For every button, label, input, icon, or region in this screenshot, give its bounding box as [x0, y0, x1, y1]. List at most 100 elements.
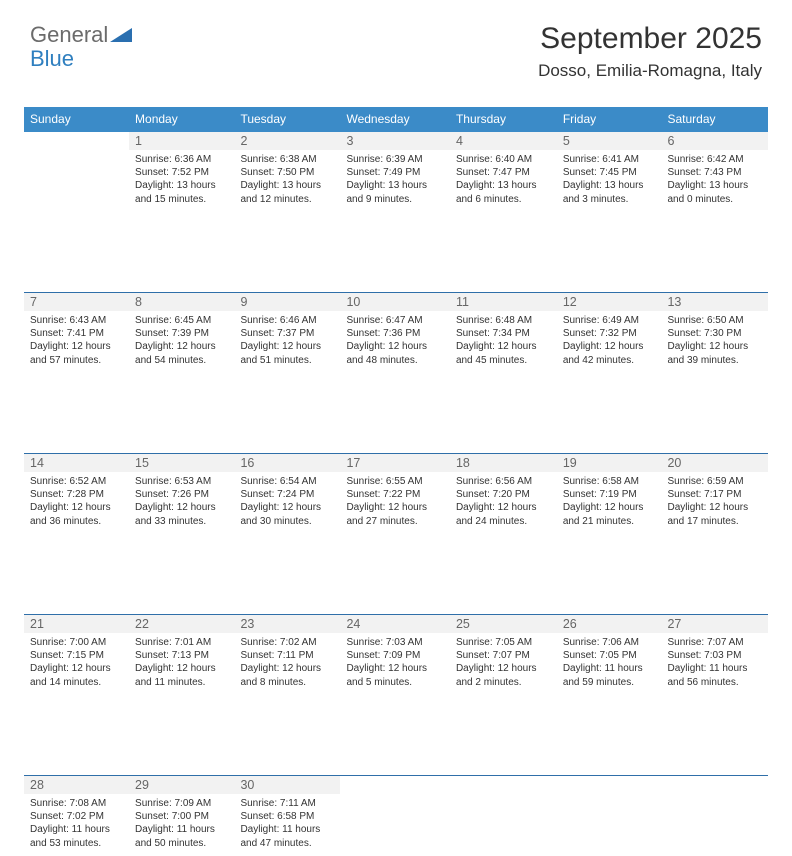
- row-separator: [24, 534, 768, 615]
- calendar-cell: 5Sunrise: 6:41 AMSunset: 7:45 PMDaylight…: [557, 132, 662, 212]
- calendar-cell: 10Sunrise: 6:47 AMSunset: 7:36 PMDayligh…: [340, 293, 449, 374]
- day-info: Sunrise: 6:40 AMSunset: 7:47 PMDaylight:…: [450, 150, 557, 208]
- calendar-cell: 2Sunrise: 6:38 AMSunset: 7:50 PMDaylight…: [234, 132, 340, 212]
- row-separator: [24, 695, 768, 776]
- day-info: Sunrise: 6:59 AMSunset: 7:17 PMDaylight:…: [661, 472, 768, 530]
- calendar-cell: 12Sunrise: 6:49 AMSunset: 7:32 PMDayligh…: [557, 293, 662, 374]
- calendar-cell: 29Sunrise: 7:09 AMSunset: 7:00 PMDayligh…: [129, 776, 234, 856]
- day-info: Sunrise: 6:56 AMSunset: 7:20 PMDaylight:…: [450, 472, 557, 530]
- day-number: 14: [24, 454, 129, 472]
- day-info: Sunrise: 7:02 AMSunset: 7:11 PMDaylight:…: [234, 633, 340, 691]
- page-title: September 2025: [538, 22, 762, 55]
- row-separator: [24, 373, 768, 454]
- day-number: 21: [24, 615, 129, 633]
- calendar-row: 7Sunrise: 6:43 AMSunset: 7:41 PMDaylight…: [24, 293, 768, 374]
- day-info: Sunrise: 6:38 AMSunset: 7:50 PMDaylight:…: [234, 150, 340, 208]
- calendar-cell: 24Sunrise: 7:03 AMSunset: 7:09 PMDayligh…: [340, 615, 449, 696]
- day-number: 5: [557, 132, 662, 150]
- weekday-header: Wednesday: [340, 107, 449, 132]
- calendar-cell: 20Sunrise: 6:59 AMSunset: 7:17 PMDayligh…: [661, 454, 768, 535]
- day-number: 18: [450, 454, 557, 472]
- day-info: Sunrise: 6:48 AMSunset: 7:34 PMDaylight:…: [450, 311, 557, 369]
- brand-part2: Blue: [30, 46, 74, 71]
- calendar-cell: 15Sunrise: 6:53 AMSunset: 7:26 PMDayligh…: [129, 454, 234, 535]
- calendar-cell: 28Sunrise: 7:08 AMSunset: 7:02 PMDayligh…: [24, 776, 129, 856]
- day-info: Sunrise: 7:08 AMSunset: 7:02 PMDaylight:…: [24, 794, 129, 852]
- day-info: Sunrise: 7:01 AMSunset: 7:13 PMDaylight:…: [129, 633, 234, 691]
- day-number: 22: [129, 615, 234, 633]
- day-number: 28: [24, 776, 129, 794]
- day-info: Sunrise: 6:54 AMSunset: 7:24 PMDaylight:…: [234, 472, 340, 530]
- page-subtitle: Dosso, Emilia-Romagna, Italy: [538, 61, 762, 81]
- day-number: 29: [129, 776, 234, 794]
- day-number: 24: [340, 615, 449, 633]
- day-number: 6: [661, 132, 768, 150]
- calendar-cell: 30Sunrise: 7:11 AMSunset: 6:58 PMDayligh…: [234, 776, 340, 856]
- calendar-cell: 3Sunrise: 6:39 AMSunset: 7:49 PMDaylight…: [340, 132, 449, 212]
- calendar-cell: 11Sunrise: 6:48 AMSunset: 7:34 PMDayligh…: [450, 293, 557, 374]
- day-number: 20: [661, 454, 768, 472]
- day-info: Sunrise: 6:53 AMSunset: 7:26 PMDaylight:…: [129, 472, 234, 530]
- calendar-cell: 14Sunrise: 6:52 AMSunset: 7:28 PMDayligh…: [24, 454, 129, 535]
- day-number: 8: [129, 293, 234, 311]
- day-number: 15: [129, 454, 234, 472]
- calendar-cell: [24, 132, 129, 212]
- day-number: 23: [234, 615, 340, 633]
- day-info: Sunrise: 6:45 AMSunset: 7:39 PMDaylight:…: [129, 311, 234, 369]
- day-info: Sunrise: 6:36 AMSunset: 7:52 PMDaylight:…: [129, 150, 234, 208]
- day-info: Sunrise: 6:52 AMSunset: 7:28 PMDaylight:…: [24, 472, 129, 530]
- day-info: Sunrise: 6:41 AMSunset: 7:45 PMDaylight:…: [557, 150, 662, 208]
- day-info: Sunrise: 7:00 AMSunset: 7:15 PMDaylight:…: [24, 633, 129, 691]
- calendar-cell: 13Sunrise: 6:50 AMSunset: 7:30 PMDayligh…: [661, 293, 768, 374]
- calendar-cell: [450, 776, 557, 856]
- day-info: Sunrise: 7:06 AMSunset: 7:05 PMDaylight:…: [557, 633, 662, 691]
- page: General Blue September 2025 Dosso, Emili…: [0, 0, 792, 612]
- calendar-cell: [340, 776, 449, 856]
- day-info: Sunrise: 7:09 AMSunset: 7:00 PMDaylight:…: [129, 794, 234, 852]
- day-info: Sunrise: 7:07 AMSunset: 7:03 PMDaylight:…: [661, 633, 768, 691]
- weekday-header: Sunday: [24, 107, 129, 132]
- day-number: 12: [557, 293, 662, 311]
- weekday-header: Thursday: [450, 107, 557, 132]
- day-info: Sunrise: 6:46 AMSunset: 7:37 PMDaylight:…: [234, 311, 340, 369]
- calendar-cell: 8Sunrise: 6:45 AMSunset: 7:39 PMDaylight…: [129, 293, 234, 374]
- brand-logo: General Blue: [30, 24, 132, 70]
- calendar-row: 14Sunrise: 6:52 AMSunset: 7:28 PMDayligh…: [24, 454, 768, 535]
- calendar-cell: 25Sunrise: 7:05 AMSunset: 7:07 PMDayligh…: [450, 615, 557, 696]
- calendar-cell: 16Sunrise: 6:54 AMSunset: 7:24 PMDayligh…: [234, 454, 340, 535]
- weekday-header: Monday: [129, 107, 234, 132]
- day-info: Sunrise: 7:05 AMSunset: 7:07 PMDaylight:…: [450, 633, 557, 691]
- calendar-cell: 23Sunrise: 7:02 AMSunset: 7:11 PMDayligh…: [234, 615, 340, 696]
- day-number: 3: [340, 132, 449, 150]
- day-info: Sunrise: 6:58 AMSunset: 7:19 PMDaylight:…: [557, 472, 662, 530]
- calendar-cell: 9Sunrise: 6:46 AMSunset: 7:37 PMDaylight…: [234, 293, 340, 374]
- calendar-row: 28Sunrise: 7:08 AMSunset: 7:02 PMDayligh…: [24, 776, 768, 856]
- day-info: Sunrise: 7:11 AMSunset: 6:58 PMDaylight:…: [234, 794, 340, 852]
- calendar-cell: 22Sunrise: 7:01 AMSunset: 7:13 PMDayligh…: [129, 615, 234, 696]
- day-number: 10: [340, 293, 449, 311]
- day-number: 4: [450, 132, 557, 150]
- weekday-header: Saturday: [661, 107, 768, 132]
- calendar-table: SundayMondayTuesdayWednesdayThursdayFrid…: [24, 107, 768, 856]
- calendar-cell: 26Sunrise: 7:06 AMSunset: 7:05 PMDayligh…: [557, 615, 662, 696]
- day-info: Sunrise: 6:50 AMSunset: 7:30 PMDaylight:…: [661, 311, 768, 369]
- calendar-cell: [661, 776, 768, 856]
- calendar-cell: 7Sunrise: 6:43 AMSunset: 7:41 PMDaylight…: [24, 293, 129, 374]
- day-number: 19: [557, 454, 662, 472]
- day-number: 9: [234, 293, 340, 311]
- calendar-cell: [557, 776, 662, 856]
- row-separator: [24, 212, 768, 293]
- calendar-row: 1Sunrise: 6:36 AMSunset: 7:52 PMDaylight…: [24, 132, 768, 212]
- weekday-header: Tuesday: [234, 107, 340, 132]
- calendar-header: SundayMondayTuesdayWednesdayThursdayFrid…: [24, 107, 768, 132]
- day-number: 25: [450, 615, 557, 633]
- weekday-header: Friday: [557, 107, 662, 132]
- day-number: 1: [129, 132, 234, 150]
- calendar-body: 1Sunrise: 6:36 AMSunset: 7:52 PMDaylight…: [24, 132, 768, 856]
- calendar-cell: 18Sunrise: 6:56 AMSunset: 7:20 PMDayligh…: [450, 454, 557, 535]
- calendar-cell: 27Sunrise: 7:07 AMSunset: 7:03 PMDayligh…: [661, 615, 768, 696]
- brand-triangle-icon: [110, 24, 132, 46]
- calendar-cell: 1Sunrise: 6:36 AMSunset: 7:52 PMDaylight…: [129, 132, 234, 212]
- day-number: 30: [234, 776, 340, 794]
- day-info: Sunrise: 6:47 AMSunset: 7:36 PMDaylight:…: [340, 311, 449, 369]
